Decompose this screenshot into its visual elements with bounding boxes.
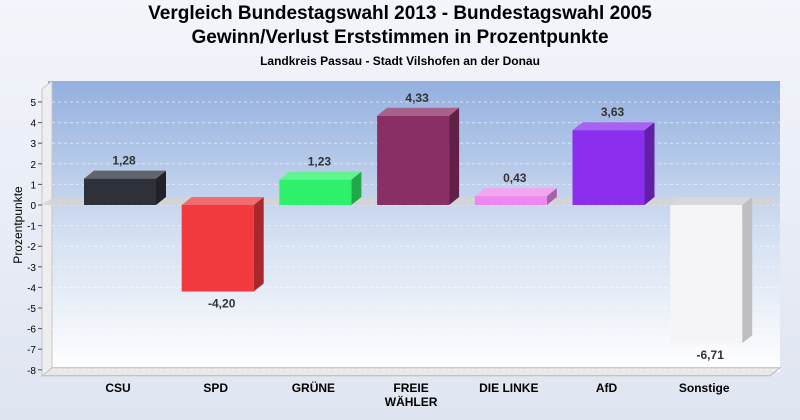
bar: [84, 170, 166, 205]
bar: [377, 107, 460, 205]
data-label: 1,23: [308, 155, 332, 169]
bar-top: [181, 197, 264, 205]
bar-front: [572, 130, 645, 205]
bar: [279, 171, 362, 205]
bar-top: [279, 171, 362, 180]
data-label: -6,71: [697, 348, 725, 362]
y-tick-label: 4: [30, 119, 36, 130]
chart-subsubtitle: Landkreis Passau - Stadt Vilshofen an de…: [260, 54, 540, 68]
y-tick-label: -5: [27, 304, 36, 315]
x-axis: CSU SPD GRÜNE FREIE WÄHLER DIE LINKE AfD Sonsti…: [105, 380, 730, 409]
chart-subtitle: Gewinn/Verlust Erststimmen in Prozentpun…: [191, 27, 609, 48]
bar-side: [156, 170, 166, 205]
bar-front: [181, 205, 254, 292]
plot-floor: [40, 367, 782, 377]
bar-side: [253, 197, 264, 292]
y-tick-label: 0: [30, 201, 36, 212]
bar-side: [449, 107, 460, 205]
data-label: 0,43: [503, 171, 527, 185]
data-label: 3,63: [601, 105, 625, 119]
y-tick-label: 2: [30, 160, 36, 171]
bar-front: [474, 196, 547, 205]
y-axis: 5 4 3 2 1 0 -1 -2 -3 -4 -5 -6 -7 -8: [27, 98, 42, 377]
bar: [181, 197, 264, 292]
bar-front: [670, 205, 743, 344]
bars: [84, 107, 753, 344]
y-tick-label: 1: [30, 180, 36, 191]
y-tick-label: -1: [27, 222, 36, 233]
bar: [474, 188, 557, 205]
bar-top: [670, 197, 753, 205]
category-label: CSU: [105, 381, 130, 395]
data-label: 1,28: [112, 154, 136, 168]
chart-title: Vergleich Bundestagswahl 2013 - Bundesta…: [148, 3, 652, 24]
y-tick-label: -2: [27, 242, 36, 253]
y-tick-label: -4: [27, 283, 36, 294]
bar-top: [84, 170, 166, 179]
y-tick-label: -7: [27, 345, 36, 356]
bar-side: [351, 171, 362, 205]
bar-top: [377, 107, 460, 116]
bar-front: [84, 178, 156, 205]
category-label: AfD: [596, 381, 618, 395]
bar-side: [644, 122, 655, 205]
y-tick-label: 3: [30, 139, 36, 150]
y-axis-label: Prozentpunkte: [11, 186, 25, 264]
bar-side: [742, 197, 753, 344]
plot-side-wall: [41, 79, 53, 377]
category-label: GRÜNE: [292, 380, 335, 395]
bar: [572, 122, 655, 205]
category-label: SPD: [203, 381, 228, 395]
y-tick-label: 5: [30, 98, 36, 109]
category-label: DIE LINKE: [479, 381, 538, 395]
bar-front: [377, 115, 450, 205]
y-tick-label: -3: [27, 263, 36, 274]
y-tick-label: -6: [27, 325, 36, 336]
category-label: FREIE WÄHLER: [385, 381, 438, 409]
y-tick-label: -8: [27, 366, 36, 377]
bar-top: [474, 188, 557, 197]
category-label: Sonstige: [679, 381, 730, 395]
bar-side: [546, 188, 557, 205]
data-labels: 1,28 -4,20 1,23 4,33 0,43 3,63 -6,71: [112, 91, 724, 362]
data-label: -4,20: [208, 297, 236, 311]
data-label: 4,33: [405, 91, 429, 105]
bar-top: [572, 122, 655, 131]
bar: [670, 197, 753, 344]
bar-front: [279, 179, 352, 205]
